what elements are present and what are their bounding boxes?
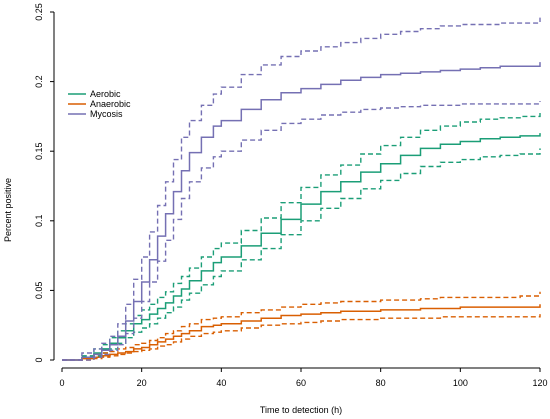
x-tick-label: 80	[376, 378, 386, 388]
plot-lines	[62, 17, 541, 361]
y-tick-label: 0.05	[34, 282, 44, 300]
series-anaerobic-line	[62, 304, 541, 361]
y-tick-label: 0.25	[34, 3, 44, 21]
series-mycosis-line	[62, 62, 541, 361]
series-aerobic-line	[62, 133, 541, 361]
series-aerobic-lower-ci-line	[62, 148, 541, 361]
x-axis-title: Time to detection (h)	[260, 405, 342, 415]
y-tick-label: 0	[34, 357, 44, 362]
x-tick-label: 60	[296, 378, 306, 388]
y-tick-label: 0.15	[34, 142, 44, 160]
series-anaerobic-lower-ci-line	[62, 314, 541, 361]
x-tick-label: 120	[532, 378, 547, 388]
x-tick-label: 40	[216, 378, 226, 388]
y-tick-label: 0.2	[34, 75, 44, 88]
series-mycosis-upper-ci-line	[62, 17, 541, 361]
y-axis-title: Percent positive	[3, 178, 13, 242]
y-tick-label: 0.1	[34, 215, 44, 228]
x-tick-label: 20	[137, 378, 147, 388]
x-ticks: 0 20 40 60 80 100 120	[59, 368, 548, 388]
legend-label-aerobic: Aerobic	[90, 89, 121, 99]
x-tick-label: 100	[453, 378, 468, 388]
x-tick-label: 0	[59, 378, 64, 388]
legend: Aerobic Anaerobic Mycosis	[68, 89, 131, 119]
axes: 0 20 40 60 80 100 120 0 0.05 0.1 0.15 0.2 0.25	[34, 3, 548, 388]
series-mycosis-lower-ci-line	[62, 101, 541, 361]
legend-label-anaerobic: Anaerobic	[90, 99, 131, 109]
series-aerobic-upper-ci-line	[62, 112, 541, 361]
legend-label-mycosis: Mycosis	[90, 109, 123, 119]
y-ticks: 0 0.05 0.1 0.15 0.2 0.25	[34, 3, 54, 363]
